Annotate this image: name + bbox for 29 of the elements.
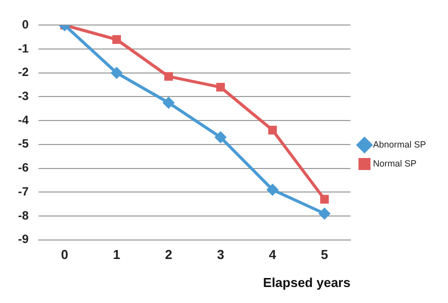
y-tick-label: -9 [18, 232, 29, 246]
point [164, 72, 173, 81]
y-tick-label: 0 [22, 18, 29, 32]
point [320, 194, 329, 204]
y-tick-label: -7 [18, 184, 29, 198]
y-tick-label: -3 [18, 89, 29, 104]
y-tick-label: -5 [18, 136, 29, 151]
point [215, 132, 226, 143]
y-tick-label: -4 [18, 112, 29, 127]
point [267, 184, 278, 196]
point [318, 208, 330, 220]
point [216, 82, 225, 92]
legend-label: Abnormal SP [372, 139, 426, 150]
y-tick-label: -2 [18, 65, 29, 80]
x-tick-label: 4 [268, 247, 277, 262]
point [111, 67, 122, 78]
x-tick-label: 3 [216, 247, 224, 262]
x-axis-title: Elapsed years [263, 274, 350, 290]
x-tick-label: 2 [164, 247, 172, 262]
y-tick-label: -1 [18, 41, 29, 56]
point [163, 97, 174, 108]
legend-label: Normal SP [372, 158, 416, 168]
point [112, 35, 121, 44]
x-tick-label: 0 [61, 247, 68, 262]
x-tick-label: 1 [113, 247, 120, 262]
x-tick-label: 5 [320, 247, 328, 262]
y-tick-label: -8 [18, 208, 29, 222]
point [268, 126, 277, 134]
y-tick-label: -6 [18, 160, 29, 175]
